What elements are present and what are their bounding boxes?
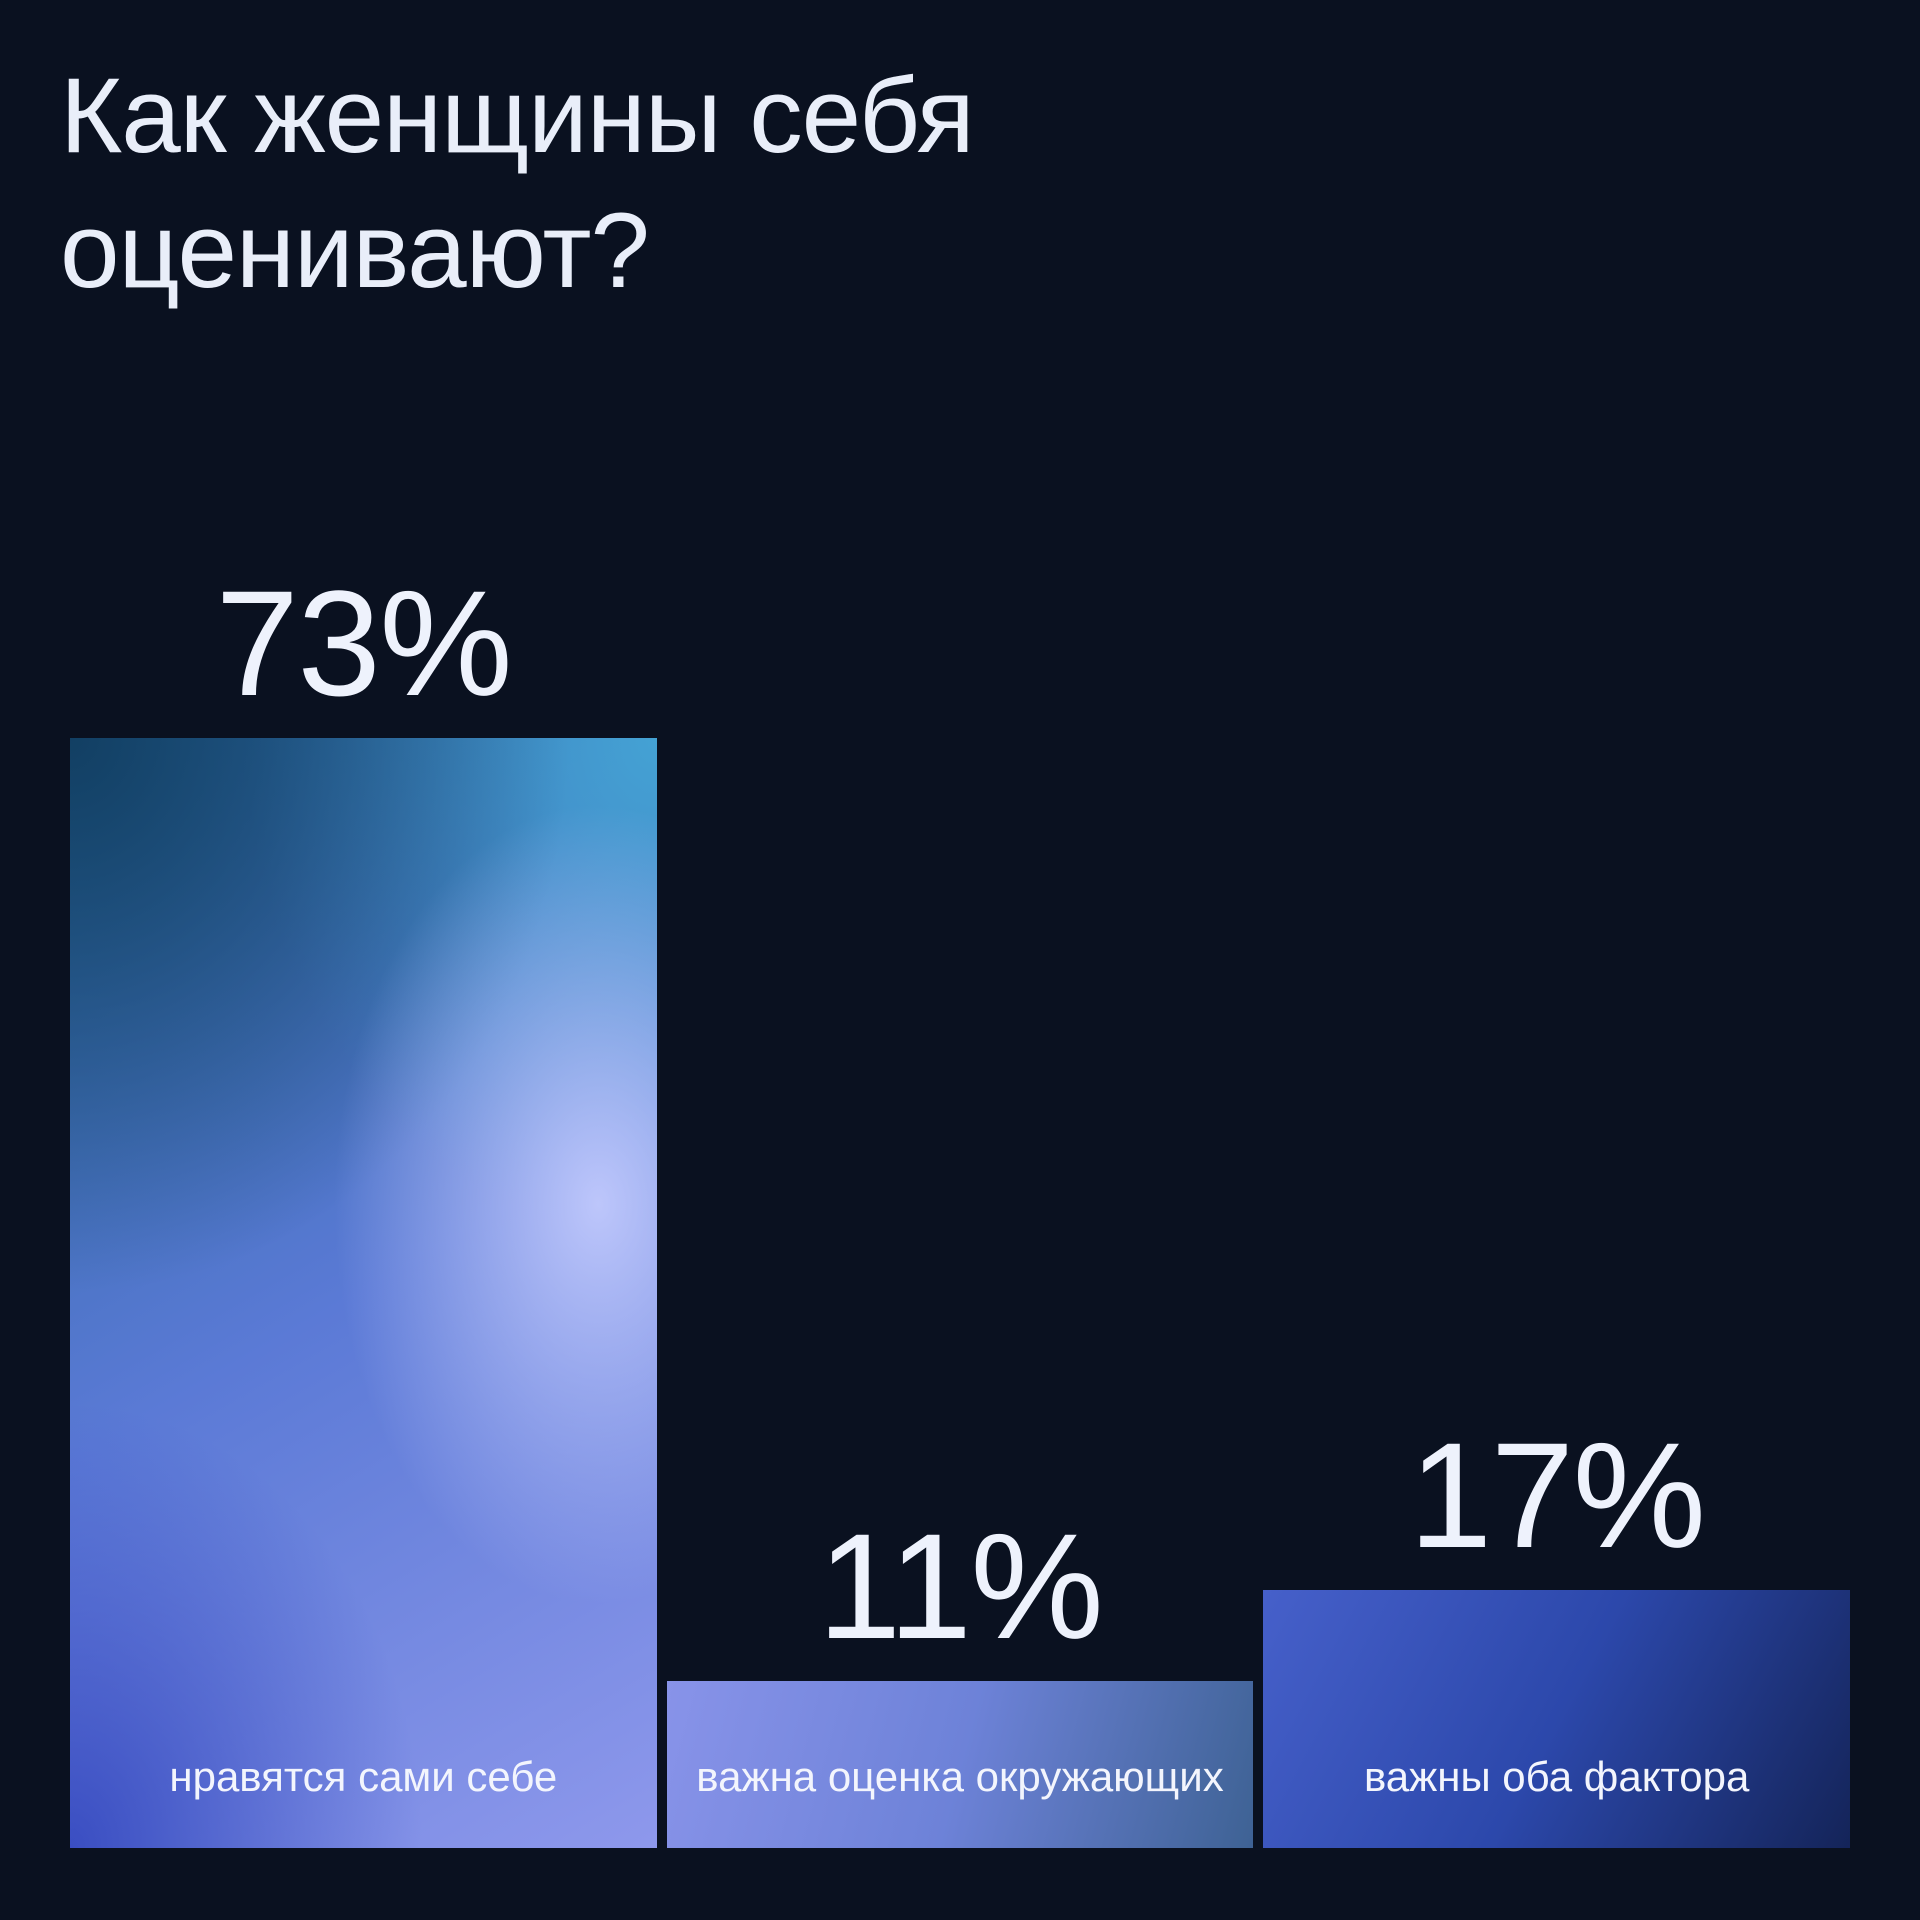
bar-chart: 73% нравятся сами себе 11% важна оценка окр…	[70, 568, 1851, 1848]
bar: важна оценка окружающих	[666, 1681, 1254, 1848]
bar: нравятся сами себе	[70, 738, 657, 1848]
category-label: важны оба фактора	[1363, 1752, 1750, 1800]
value-label: 17%	[1408, 1411, 1706, 1579]
value-label: 11%	[817, 1502, 1104, 1670]
bar: важны оба фактора	[1263, 1590, 1851, 1848]
bar-column: 17% важны оба фактора	[1263, 1411, 1851, 1848]
page-title: Как женщины себя оценивают?	[60, 55, 975, 310]
bar-column: 73% нравятся сами себе	[70, 568, 657, 1848]
category-label: важна оценка окружающих	[696, 1752, 1224, 1800]
category-label: нравятся сами себе	[169, 1752, 558, 1800]
value-label: 73%	[215, 559, 512, 727]
bar-column: 11% важна оценка окружающих	[666, 1502, 1254, 1848]
